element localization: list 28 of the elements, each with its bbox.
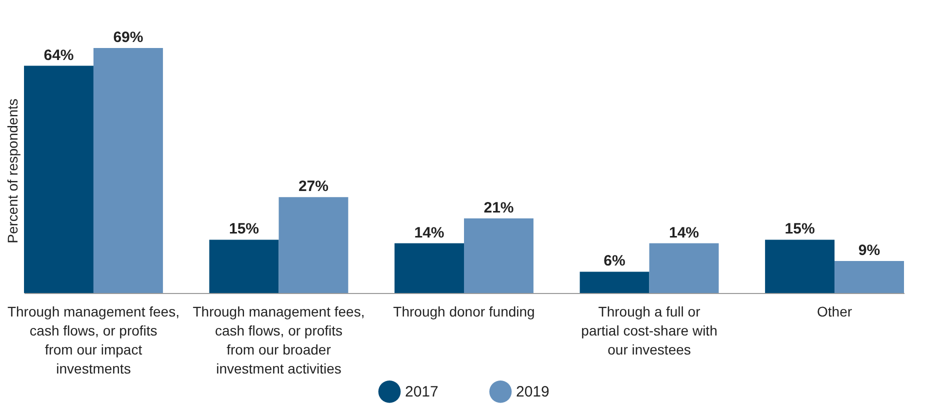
data-label: 6% bbox=[604, 252, 626, 270]
bar bbox=[394, 243, 464, 293]
data-label: 15% bbox=[228, 220, 260, 238]
data-label: 14% bbox=[414, 224, 444, 242]
bar bbox=[765, 240, 835, 293]
data-label: 14% bbox=[668, 224, 700, 242]
data-label: 27% bbox=[298, 178, 328, 196]
x-tick-label: Other bbox=[817, 304, 852, 320]
data-label: 64% bbox=[44, 46, 74, 64]
x-tick-label: Through management fees, cash flows, or profits from our impact investments bbox=[7, 304, 180, 376]
legend-label: 2019 bbox=[516, 384, 550, 401]
bar bbox=[834, 261, 904, 293]
bar bbox=[24, 66, 94, 293]
data-label: 21% bbox=[484, 199, 514, 216]
x-tick-label: Through management fees, cash flows, or profits from our broader investment activities bbox=[192, 304, 365, 376]
legend-label: 2017 bbox=[405, 384, 438, 401]
bar bbox=[93, 48, 163, 293]
data-label: 15% bbox=[784, 220, 815, 238]
data-label: 9% bbox=[858, 242, 880, 260]
y-axis-title: Percent of respondents bbox=[4, 98, 20, 244]
bar bbox=[464, 218, 534, 293]
data-label: 69% bbox=[113, 29, 144, 46]
bar bbox=[580, 272, 650, 293]
bar bbox=[209, 240, 279, 293]
x-tick-label: Through a full or partial cost-share with our investees bbox=[581, 304, 718, 358]
x-tick-label: Through donor funding bbox=[393, 304, 535, 320]
bar bbox=[278, 197, 348, 293]
bar bbox=[649, 243, 719, 293]
